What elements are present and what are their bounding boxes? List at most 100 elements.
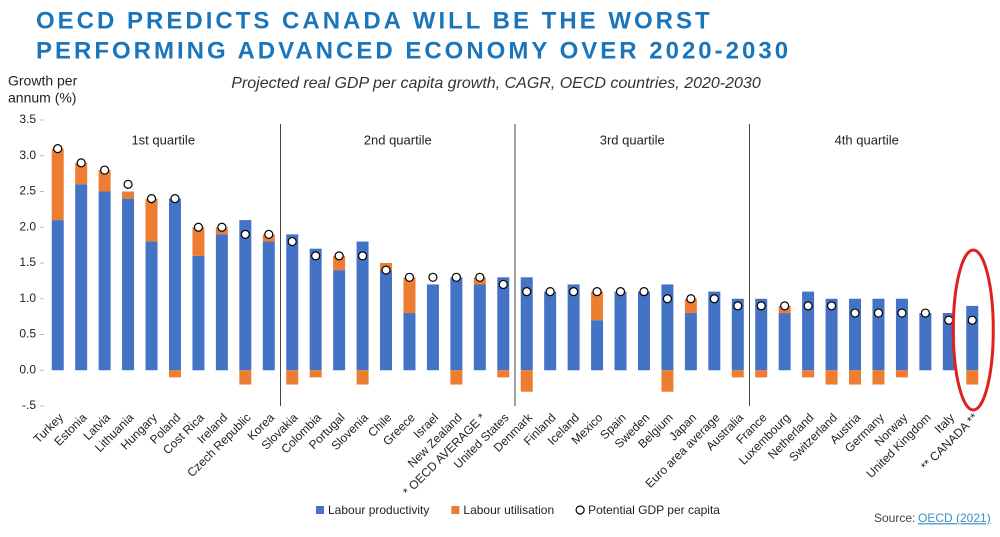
dot: [920, 308, 930, 318]
legend-label: Labour utilisation: [463, 503, 554, 517]
dot: [897, 308, 907, 318]
bar: [872, 298, 885, 371]
dot: [615, 287, 626, 297]
bar: [239, 220, 252, 371]
chart-title: OECD PREDICTS CANADA WILL BE THE WORST: [36, 7, 713, 34]
bar: [51, 220, 64, 371]
y-axis-label: Growth per: [8, 73, 78, 89]
bar: [825, 298, 838, 371]
y-tick-label: 3.5: [19, 112, 36, 126]
bar: [731, 370, 744, 378]
bar: [168, 370, 181, 378]
dot: [826, 301, 837, 311]
bar: [849, 298, 862, 371]
bar: [755, 370, 768, 378]
y-tick-label: -.5: [22, 398, 36, 412]
bar: [520, 277, 533, 371]
bar: [520, 370, 533, 392]
quartile-label: 1st quartile: [131, 132, 195, 147]
y-tick-label: 3.0: [19, 148, 36, 162]
dot: [662, 294, 673, 304]
bar: [122, 191, 135, 199]
dot: [803, 301, 813, 311]
bar: [450, 277, 463, 371]
dot: [264, 229, 274, 239]
dot: [522, 287, 532, 297]
bar: [450, 370, 463, 385]
bar: [168, 198, 181, 371]
dot: [53, 144, 63, 154]
bar: [356, 370, 369, 385]
y-axis-label: annum (%): [8, 90, 76, 106]
dot: [686, 294, 696, 304]
bar: [51, 148, 64, 221]
chart-title: PERFORMING ADVANCED ECONOMY OVER 2020-20…: [36, 37, 791, 64]
dot: [592, 287, 602, 297]
bar: [895, 298, 908, 371]
y-tick-label: 0.5: [19, 327, 36, 341]
dot: [240, 229, 250, 239]
dot: [639, 287, 649, 297]
bar: [919, 313, 932, 371]
legend-label: Potential GDP per capita: [588, 503, 720, 517]
bar: [497, 277, 510, 371]
bar: [684, 313, 697, 371]
dot: [451, 272, 461, 282]
source-link[interactable]: OECD (2021): [918, 511, 991, 525]
bar: [567, 284, 580, 371]
bar: [661, 370, 674, 392]
dot: [357, 251, 368, 261]
y-tick-label: 2.5: [19, 184, 36, 198]
dot: [146, 194, 157, 204]
dot: [76, 158, 86, 168]
bar: [286, 370, 299, 385]
bar: [239, 370, 252, 385]
bar: [966, 370, 979, 385]
bar: [778, 313, 791, 371]
bar: [75, 184, 88, 371]
dot: [287, 236, 297, 247]
quartile-label: 2nd quartile: [364, 132, 432, 147]
quartile-label: 3rd quartile: [600, 132, 665, 147]
bar: [473, 284, 486, 371]
bar: [755, 298, 768, 371]
bar: [333, 270, 346, 371]
source: Source:: [874, 511, 915, 525]
dot: [404, 272, 415, 282]
dot: [311, 251, 321, 261]
bar: [98, 170, 111, 192]
bar: [356, 241, 369, 371]
bar: [708, 291, 721, 371]
quartile-label: 4th quartile: [835, 132, 899, 147]
bar: [591, 320, 604, 371]
bar: [895, 370, 908, 378]
dot: [334, 251, 344, 261]
legend-marker: [316, 506, 324, 514]
dot: [170, 194, 180, 204]
bar: [497, 370, 510, 378]
y-tick-label: 1.0: [19, 291, 36, 305]
dot: [709, 294, 719, 304]
y-tick-label: 1.5: [19, 255, 36, 269]
dot: [123, 179, 133, 189]
bar: [75, 162, 88, 185]
bar: [262, 241, 275, 371]
bar: [731, 298, 744, 371]
dot: [756, 301, 766, 311]
legend-marker: [451, 506, 460, 514]
bar: [684, 298, 697, 314]
bar: [872, 370, 885, 385]
dot: [475, 272, 485, 282]
bar: [403, 277, 416, 314]
dot: [569, 287, 579, 297]
bar: [309, 370, 322, 378]
bar: [849, 370, 862, 385]
bar: [192, 255, 205, 371]
dot: [850, 308, 860, 318]
bar: [802, 291, 815, 371]
dot: [428, 272, 438, 282]
dot: [217, 222, 227, 232]
bar: [145, 198, 158, 242]
bar: [426, 284, 439, 371]
bar: [825, 370, 838, 385]
